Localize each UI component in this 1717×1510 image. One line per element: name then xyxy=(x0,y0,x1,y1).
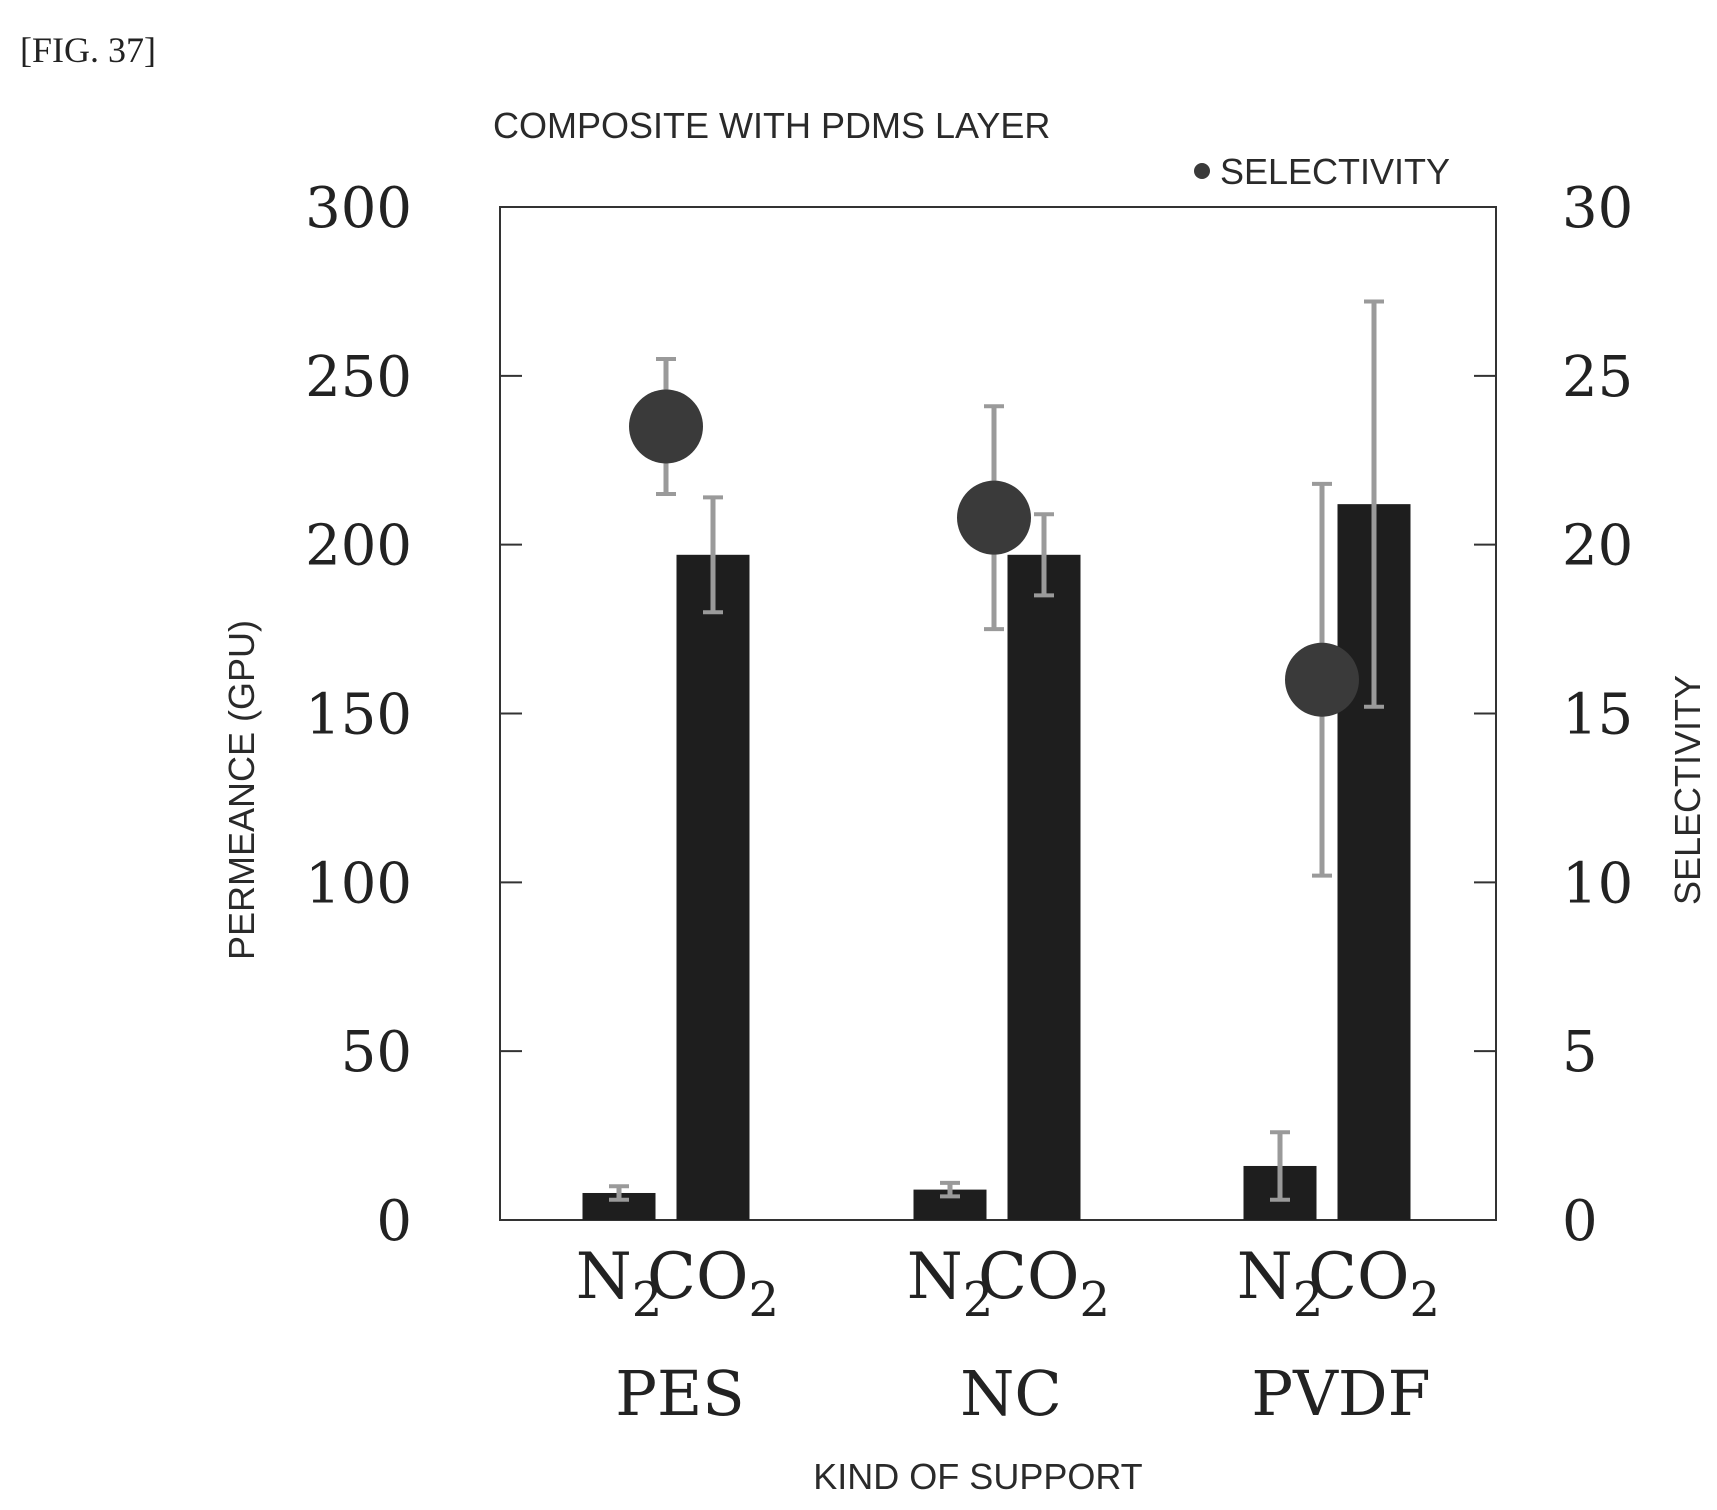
left-axis: 0 50 100 150 200 250 300 xyxy=(305,176,522,1254)
left-tick-label: 0 xyxy=(376,1189,412,1254)
bar-co2-pes xyxy=(676,554,750,1220)
left-tick-label: 200 xyxy=(305,514,412,579)
gas-label: CO2 xyxy=(647,1240,779,1328)
right-tick-label: 10 xyxy=(1562,851,1633,916)
right-tick-label: 30 xyxy=(1562,176,1633,241)
right-tick-label: 25 xyxy=(1562,345,1633,410)
gas-label: N2 xyxy=(576,1240,663,1328)
right-tick-label: 20 xyxy=(1562,514,1633,579)
left-tick-label: 50 xyxy=(341,1020,412,1085)
x-axis-title: KIND OF SUPPORT xyxy=(813,1456,1142,1497)
legend-marker xyxy=(1194,163,1210,179)
selectivity-marker-nc xyxy=(957,480,1031,555)
legend-label: SELECTIVITY xyxy=(1220,151,1450,192)
gas-label: CO2 xyxy=(978,1240,1110,1328)
selectivity-markers xyxy=(629,356,1359,878)
left-tick-label: 300 xyxy=(305,176,412,241)
right-tick-label: 0 xyxy=(1562,1189,1598,1254)
y-axis-title: PERMEANCE (GPU) xyxy=(221,620,262,960)
left-tick-label: 250 xyxy=(305,345,412,410)
right-axis: 0 5 10 15 20 25 30 xyxy=(1474,176,1633,1254)
right-tick-label: 5 xyxy=(1562,1020,1598,1085)
legend: SELECTIVITY xyxy=(1194,151,1450,192)
selectivity-marker-pes xyxy=(629,389,703,464)
left-tick-label: 100 xyxy=(305,851,412,916)
chart-title: COMPOSITE WITH PDMS LAYER xyxy=(493,105,1050,146)
right-tick-label: 15 xyxy=(1562,683,1633,748)
bars xyxy=(582,299,1411,1220)
y2-axis-title: SELECTIVITY xyxy=(1667,675,1708,905)
bar-co2-nc xyxy=(1007,554,1081,1220)
selectivity-marker-pvdf xyxy=(1285,642,1359,717)
gas-label: N2 xyxy=(907,1240,994,1328)
category-label-nc: NC xyxy=(960,1357,1062,1430)
category-label-pvdf: PVDF xyxy=(1251,1357,1430,1430)
gas-label: CO2 xyxy=(1308,1240,1440,1328)
category-label-pes: PES xyxy=(615,1357,744,1430)
figure-label: [FIG. 37] xyxy=(20,30,156,70)
left-tick-label: 150 xyxy=(305,683,412,748)
